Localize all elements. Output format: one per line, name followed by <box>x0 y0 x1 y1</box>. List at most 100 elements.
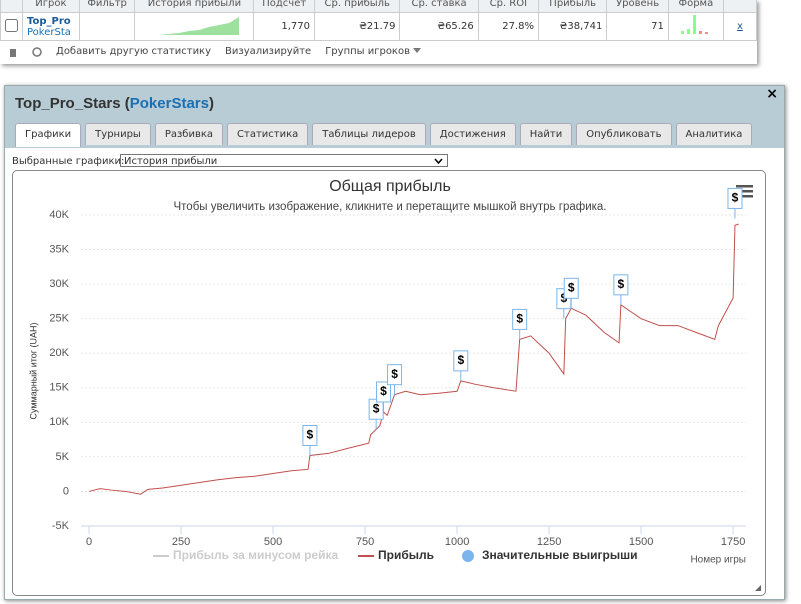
select-value: История прибыли <box>124 156 218 167</box>
tab[interactable]: Опубликовать <box>576 123 672 145</box>
y-tick-label: -5K <box>52 520 70 532</box>
flag-label: $ <box>457 353 464 367</box>
tab[interactable]: Графики <box>15 123 82 147</box>
flag-label: $ <box>568 280 575 294</box>
row-checkbox[interactable] <box>5 18 18 32</box>
x-tick-label: 1250 <box>537 536 561 548</box>
x-tick-label: 1750 <box>721 536 745 548</box>
data-row: Top_Pro PokerSta 1,770 ₴21.79 ₴65.26 27.8… <box>0 12 758 41</box>
header-cell <box>0 0 23 13</box>
chart-container: Общая прибыль Чтобы увеличить изображени… <box>12 170 766 596</box>
tab[interactable]: Достижения <box>429 123 516 145</box>
header-cell <box>722 0 758 13</box>
stats-table: Игрок Фильтр История прибыли Подсчет Ср.… <box>0 0 758 41</box>
chart-subtitle: Чтобы увеличить изображение, кликните и … <box>174 201 607 213</box>
flag-label: $ <box>516 312 523 326</box>
level-cell: 71 <box>606 12 669 41</box>
count-cell: 1,770 <box>253 12 316 41</box>
player-link[interactable]: Top_Pro <box>27 15 71 27</box>
header-cell: Прибыль <box>537 0 608 13</box>
header-cell: Форма <box>667 0 724 13</box>
refresh-icon[interactable] <box>32 46 42 57</box>
tab[interactable]: Статистика <box>227 123 309 145</box>
form-cell <box>667 12 724 41</box>
x-tick-label: 1000 <box>445 536 469 548</box>
remove-link[interactable]: x <box>736 21 743 32</box>
flag-box <box>727 187 743 209</box>
header-cell: Ср. ROI <box>477 0 539 13</box>
legend-item[interactable]: Прибыль <box>358 548 434 562</box>
x-tick-label: 250 <box>172 536 190 548</box>
avg-stake-cell: ₴65.26 <box>399 12 479 41</box>
sparkline-cell <box>134 12 255 41</box>
avg-profit-cell: ₴21.79 <box>314 12 401 41</box>
stats-table-block: Игрок Фильтр История прибыли Подсчет Ср.… <box>0 0 758 64</box>
chart-select[interactable]: История прибыли <box>120 154 448 167</box>
site-name[interactable]: PokerStars <box>129 95 209 112</box>
title-end: ) <box>208 95 214 112</box>
tab[interactable]: Разбивка <box>154 123 224 145</box>
big-win-flag: $ <box>512 308 528 340</box>
tab[interactable]: Турниры <box>85 123 151 145</box>
y-tick-label: 25K <box>49 313 69 325</box>
flag-box <box>613 274 629 296</box>
form-bars <box>680 15 708 34</box>
x-tick-label: 750 <box>356 536 374 548</box>
groups-button[interactable]: Группы игроков <box>325 46 422 57</box>
resize-grip[interactable] <box>755 585 761 591</box>
select-arrow <box>434 158 443 164</box>
add-stat-button[interactable]: Добавить другую статистику <box>56 46 212 57</box>
profit-line <box>88 223 739 495</box>
header-cell: История прибыли <box>134 0 255 13</box>
y-tick-label: 15K <box>49 382 69 394</box>
big-win-flag: $ <box>376 381 392 412</box>
flag-label: $ <box>391 367 398 381</box>
checkbox-cell <box>0 12 23 41</box>
header-cell: Игрок <box>22 0 80 13</box>
flag-label: $ <box>373 401 380 415</box>
dropdown-arrow <box>413 48 422 53</box>
legend-label: Прибыль <box>378 548 434 562</box>
big-win-flag: $ <box>387 364 403 395</box>
header-cell: Фильтр <box>78 0 136 13</box>
site-link[interactable]: PokerSta <box>27 26 71 38</box>
profit-cell: ₴38,741 <box>537 12 608 41</box>
legend-label: Значительные выигрыши <box>482 548 638 562</box>
chart: Общая прибыль Чтобы увеличить изображени… <box>28 178 761 591</box>
big-win-flag: $ <box>302 425 318 456</box>
x-axis-label: Номер игры <box>690 555 746 566</box>
visualize-button[interactable]: Визуализируйте <box>225 46 312 57</box>
y-tick-label: 20K <box>49 347 69 359</box>
header-row: Игрок Фильтр История прибыли Подсчет Ср.… <box>0 0 758 13</box>
player-cell: Top_Pro PokerSta <box>22 12 80 41</box>
filter-cell <box>78 12 136 41</box>
roi-cell: 27.8% <box>477 12 539 41</box>
header-cell: Уровень <box>606 0 669 13</box>
legend-label: Прибыль за минусом рейка <box>173 548 338 562</box>
flag-label: $ <box>618 277 625 291</box>
flag-label: $ <box>307 428 314 442</box>
panel-title: Top_Pro_Stars (PokerStars) <box>15 95 214 112</box>
big-win-flag: $ <box>613 274 629 305</box>
legend-item[interactable]: Значительные выигрыши <box>462 548 638 562</box>
select-label: Выбранные графики: <box>12 156 125 167</box>
flag-label: $ <box>732 191 739 205</box>
tab[interactable]: Найти <box>519 123 573 145</box>
x-tick-label: 0 <box>86 536 92 548</box>
close-button[interactable]: × <box>766 86 778 102</box>
tab[interactable]: Аналитика <box>675 123 753 145</box>
delete-icon[interactable] <box>8 47 18 57</box>
player-panel: Top_Pro_Stars (PokerStars) × Графики Турн… <box>4 85 785 600</box>
menu-button[interactable] <box>736 185 753 198</box>
legend-item[interactable]: Прибыль за минусом рейка <box>153 548 338 562</box>
y-tick-label: 40K <box>49 209 69 221</box>
y-axis-label: Суммарный итог (UAH) <box>28 322 38 419</box>
tab[interactable]: Таблицы лидеров <box>312 123 426 145</box>
y-tick-label: 0 <box>63 485 69 497</box>
chart-title: Общая прибыль <box>329 178 451 195</box>
remove-cell: x <box>722 12 758 41</box>
y-tick-label: 35K <box>49 243 69 255</box>
groups-label: Группы игроков <box>325 46 410 57</box>
